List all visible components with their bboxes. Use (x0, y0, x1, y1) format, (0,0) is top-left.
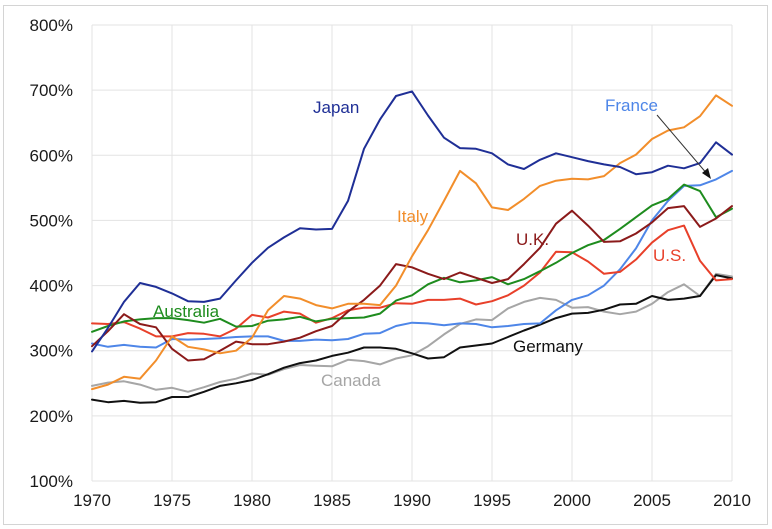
series-line-france (91, 169, 733, 349)
y-tick-label: 600% (30, 146, 73, 165)
x-tick-label: 1985 (313, 491, 351, 510)
grid (91, 24, 733, 482)
x-tick-label: 1975 (153, 491, 191, 510)
france-arrow-head (702, 168, 711, 179)
x-tick-label: 1970 (73, 491, 111, 510)
x-tick-label: 1990 (393, 491, 431, 510)
label-italy: Italy (397, 207, 429, 226)
series-line-italy (91, 94, 733, 391)
series-line-canada (91, 272, 733, 393)
x-tick-label: 2005 (633, 491, 671, 510)
label-us: U.S. (653, 246, 686, 265)
x-tick-label: 2000 (553, 491, 591, 510)
x-tick-label: 1980 (233, 491, 271, 510)
series-labels: Japan France Italy U.K. U.S. Australia G… (153, 96, 686, 390)
series-line-uk (91, 205, 733, 362)
chart-frame (3, 5, 768, 525)
label-germany: Germany (513, 337, 583, 356)
y-tick-label: 700% (30, 81, 73, 100)
x-tick-label: 2010 (713, 491, 751, 510)
y-tick-label: 300% (30, 342, 73, 361)
france-arrow (656, 114, 711, 179)
series-lines (91, 90, 733, 404)
x-axis-ticks: 1970 1975 1980 1985 1990 1995 2000 2005 2010 (73, 491, 751, 510)
y-tick-label: 100% (30, 472, 73, 491)
y-tick-label: 500% (30, 211, 73, 230)
y-tick-label: 800% (30, 16, 73, 35)
y-tick-label: 200% (30, 407, 73, 426)
series-line-us (91, 224, 733, 338)
y-tick-label: 400% (30, 277, 73, 296)
label-france: France (605, 96, 658, 115)
label-australia: Australia (153, 302, 220, 321)
series-line-japan (91, 90, 733, 353)
label-japan: Japan (313, 98, 359, 117)
france-arrow-line (656, 114, 709, 176)
series-line-germany (91, 274, 733, 404)
label-canada: Canada (321, 371, 381, 390)
label-uk: U.K. (516, 230, 549, 249)
x-tick-label: 1995 (473, 491, 511, 510)
series-line-australia (91, 183, 733, 333)
y-axis-ticks: 100% 200% 300% 400% 500% 600% 700% 800% (30, 16, 73, 491)
